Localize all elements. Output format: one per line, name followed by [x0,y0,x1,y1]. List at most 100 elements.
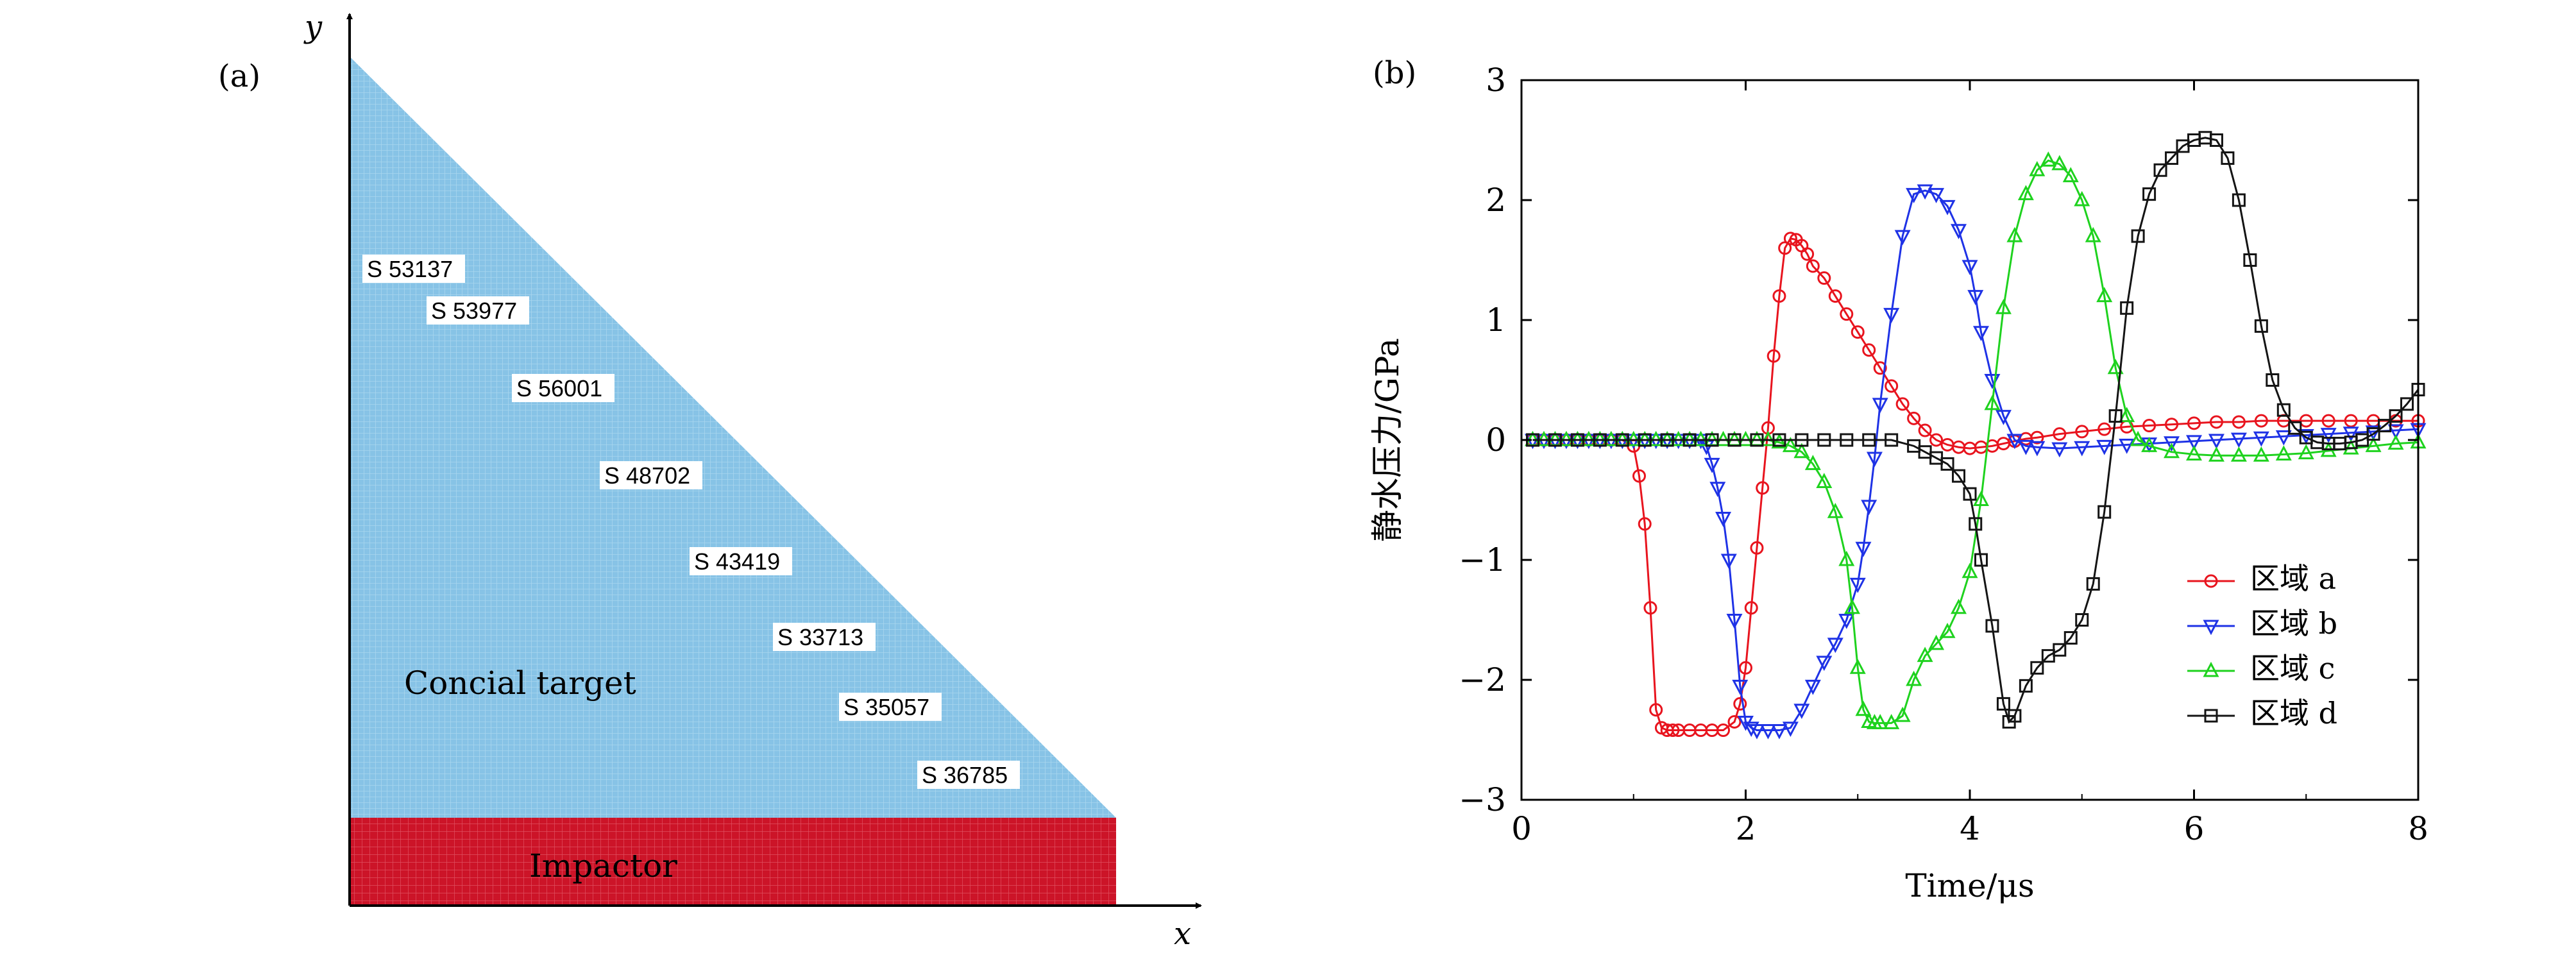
legend-item: 区域 d [2187,696,2337,731]
chart-series-layer [1524,131,2427,739]
data-point [2096,287,2113,303]
data-point [1917,647,1933,663]
legend-swatch [2187,709,2235,723]
data-point [2119,438,2135,454]
data-point [1828,289,1842,303]
data-point [1918,423,1932,437]
data-point [2389,409,2403,423]
data-point [1782,437,1799,452]
data-point [1883,714,1900,729]
data-point [1772,433,1786,447]
data-point [1840,433,1854,447]
y-axis-label: y [303,9,323,45]
data-point [2366,427,2380,441]
data-point [1548,433,1562,447]
data-point [1771,724,1788,739]
data-point [1907,411,1921,425]
data-point [2142,187,2157,201]
data-point [2275,430,2292,446]
data-point [1974,553,1988,567]
data-point [1772,289,1786,303]
data-point [1749,724,1765,739]
data-point [2141,437,2158,452]
legend-swatch [2187,574,2235,588]
data-point [2153,163,2167,177]
data-point [2266,373,2280,387]
data-point [1894,706,1911,722]
data-point [2120,301,2134,315]
data-point [2063,631,2078,645]
x-tick-label: 8 [2408,810,2428,847]
data-point [2344,414,2358,428]
sensor-tag: S 48702 [600,461,702,489]
data-point [2343,427,2359,443]
data-point [1727,433,1741,447]
data-point [1967,290,1984,305]
data-point [1885,433,1899,447]
sensor-tag-label: S 36785 [922,762,1008,788]
data-point [2254,414,2268,428]
conical-target-mesh [350,56,1116,818]
data-point [2096,439,2113,455]
sensor-tag-label: S 56001 [516,375,602,401]
data-point [2208,446,2224,462]
data-point [2075,613,2089,627]
data-point [1939,622,1956,638]
data-point [1715,512,1732,527]
data-point [2008,709,2022,723]
data-point [2075,425,2089,439]
data-point [1873,361,1887,375]
data-point [1795,433,1809,447]
data-point [2187,416,2201,430]
data-point [2186,435,2202,451]
data-point [1782,722,1799,738]
legend-swatch [2187,620,2235,636]
data-point [2029,441,2046,457]
data-point [2275,445,2292,461]
data-point [1759,724,1776,739]
sensor-tag: S 53977 [427,296,529,325]
legend-item: 区域 b [2187,606,2337,641]
panel-b-label: (b) [1373,55,1416,91]
data-point [1951,224,1967,239]
data-point [1917,184,1933,200]
data-point [1851,325,1865,339]
data-point [2029,161,2046,176]
data-point [1939,199,1956,216]
x-tick-label: 6 [2184,810,2205,847]
data-point [1767,349,1781,363]
data-point [1804,679,1821,695]
data-point [1862,343,1876,357]
data-point [1963,487,1977,501]
data-point [2209,133,2223,147]
data-point [2006,434,2023,450]
data-point [2053,427,2067,441]
data-point [2400,397,2414,411]
sensor-tag-label: S 35057 [843,694,929,720]
data-point [1883,308,1900,323]
y-tick-label: −3 [1459,781,1506,818]
data-point [2086,577,2100,591]
data-point [2051,155,2068,171]
data-point [1962,562,1978,579]
data-point [2232,415,2246,429]
legend-label: 区域 c [2250,651,2335,686]
data-point [2230,432,2247,448]
data-point [1995,299,2012,314]
data-point [2387,434,2404,450]
data-point [1928,188,1945,203]
data-point [2097,422,2112,436]
sensor-tag-label: S 43419 [694,548,780,575]
data-point [2108,409,2123,423]
data-point [2230,446,2247,462]
series-4 [1525,131,2425,729]
x-axis-label: x [1174,916,1191,952]
data-point [1756,481,1770,495]
data-point [1951,598,1967,614]
data-point [1928,634,1945,650]
data-point [2119,407,2135,423]
data-point [2030,661,2044,675]
data-point [2321,414,2335,428]
sensor-tag: S 43419 [690,547,792,575]
sensor-tag-label: S 33713 [777,624,863,650]
